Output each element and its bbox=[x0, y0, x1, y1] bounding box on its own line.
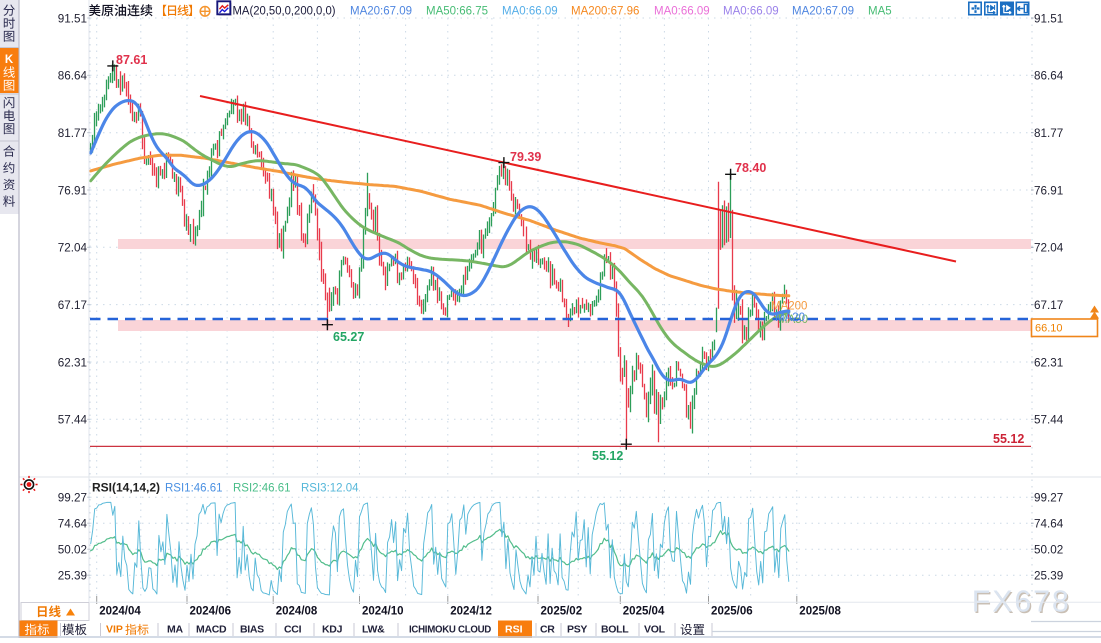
svg-text:PSY: PSY bbox=[567, 624, 587, 636]
svg-text:91.51: 91.51 bbox=[1034, 12, 1063, 25]
svg-text:MA200: MA200 bbox=[771, 301, 807, 313]
svg-text:BIAS: BIAS bbox=[240, 624, 264, 636]
svg-text:76.91: 76.91 bbox=[58, 184, 87, 197]
svg-text:FX678: FX678 bbox=[973, 586, 1072, 620]
svg-text:MA0:66.09: MA0:66.09 bbox=[654, 6, 710, 18]
svg-text:MA5: MA5 bbox=[868, 6, 892, 18]
svg-text:MA(20,50,0,200,0,0): MA(20,50,0,200,0,0) bbox=[233, 6, 336, 18]
svg-text:MA20:67.09: MA20:67.09 bbox=[792, 6, 854, 18]
svg-text:2024/04: 2024/04 bbox=[99, 606, 141, 618]
svg-text:78.40: 78.40 bbox=[735, 161, 766, 175]
svg-text:CCI: CCI bbox=[284, 624, 302, 636]
svg-text:FX678: FX678 bbox=[972, 585, 1071, 619]
svg-text:86.64: 86.64 bbox=[1034, 70, 1064, 83]
svg-text:MA20: MA20 bbox=[775, 312, 805, 324]
svg-text:MA200:67.96: MA200:67.96 bbox=[571, 6, 639, 18]
svg-text:74.64: 74.64 bbox=[58, 518, 88, 531]
svg-text:25.39: 25.39 bbox=[1034, 570, 1063, 583]
svg-text:57.44: 57.44 bbox=[58, 414, 88, 427]
svg-text:72.04: 72.04 bbox=[1034, 242, 1064, 255]
svg-text:55.12: 55.12 bbox=[592, 449, 623, 463]
svg-text:67.17: 67.17 bbox=[58, 299, 87, 312]
svg-text:BOLL: BOLL bbox=[601, 624, 629, 636]
svg-text:RSI3:12.04: RSI3:12.04 bbox=[301, 483, 359, 495]
svg-text:99.27: 99.27 bbox=[58, 492, 87, 505]
svg-text:VOL: VOL bbox=[644, 624, 666, 636]
svg-text:55.12: 55.12 bbox=[993, 432, 1024, 446]
svg-text:67.17: 67.17 bbox=[1034, 299, 1063, 312]
svg-text:2025/06: 2025/06 bbox=[711, 606, 753, 618]
svg-text:K: K bbox=[5, 54, 14, 66]
svg-text:2024/08: 2024/08 bbox=[276, 606, 318, 618]
svg-text:86.64: 86.64 bbox=[58, 70, 88, 83]
svg-text:2025/08: 2025/08 bbox=[799, 606, 841, 618]
svg-text:57.44: 57.44 bbox=[1034, 414, 1064, 427]
svg-text:81.77: 81.77 bbox=[58, 127, 87, 140]
svg-text:RSI(14,14,2): RSI(14,14,2) bbox=[92, 481, 160, 495]
svg-text:KDJ: KDJ bbox=[322, 624, 343, 636]
svg-text:2025/02: 2025/02 bbox=[541, 606, 583, 618]
svg-text:RSI1:46.61: RSI1:46.61 bbox=[165, 483, 223, 495]
svg-text:LW&: LW& bbox=[362, 624, 385, 636]
svg-text:MA50: MA50 bbox=[778, 314, 808, 326]
svg-text:72.04: 72.04 bbox=[58, 242, 88, 255]
svg-text:RSI: RSI bbox=[505, 624, 523, 636]
svg-text:MA0:66.09: MA0:66.09 bbox=[723, 6, 779, 18]
svg-text:2024/10: 2024/10 bbox=[362, 606, 404, 618]
svg-text:79.39: 79.39 bbox=[510, 150, 541, 164]
svg-text:2024/12: 2024/12 bbox=[450, 606, 492, 618]
svg-text:62.31: 62.31 bbox=[58, 356, 87, 369]
svg-text:66.10: 66.10 bbox=[1035, 323, 1063, 335]
svg-text:VIP: VIP bbox=[106, 624, 123, 636]
svg-text:MA0:66.09: MA0:66.09 bbox=[502, 6, 558, 18]
svg-text:62.31: 62.31 bbox=[1034, 356, 1063, 369]
svg-text:CR: CR bbox=[540, 624, 555, 636]
svg-text:50.02: 50.02 bbox=[1034, 543, 1063, 556]
svg-text:65.27: 65.27 bbox=[333, 330, 364, 344]
svg-text:2025/04: 2025/04 bbox=[623, 606, 665, 618]
svg-text:MACD: MACD bbox=[196, 624, 227, 636]
svg-text:50.02: 50.02 bbox=[58, 543, 87, 556]
svg-text:87.61: 87.61 bbox=[116, 53, 147, 67]
svg-text:91.51: 91.51 bbox=[58, 12, 87, 25]
svg-text:76.91: 76.91 bbox=[1034, 184, 1063, 197]
svg-text:MA20:67.09: MA20:67.09 bbox=[350, 6, 412, 18]
svg-text:74.64: 74.64 bbox=[1034, 518, 1064, 531]
svg-text:2024/06: 2024/06 bbox=[189, 606, 231, 618]
svg-text:RSI2:46.61: RSI2:46.61 bbox=[233, 483, 291, 495]
svg-text:MA: MA bbox=[167, 624, 183, 636]
svg-text:MA50:66.75: MA50:66.75 bbox=[426, 6, 488, 18]
svg-text:25.39: 25.39 bbox=[58, 570, 87, 583]
svg-text:81.77: 81.77 bbox=[1034, 127, 1063, 140]
svg-text:ICHIMOKU CLOUD: ICHIMOKU CLOUD bbox=[409, 624, 492, 636]
svg-text:99.27: 99.27 bbox=[1034, 492, 1063, 505]
